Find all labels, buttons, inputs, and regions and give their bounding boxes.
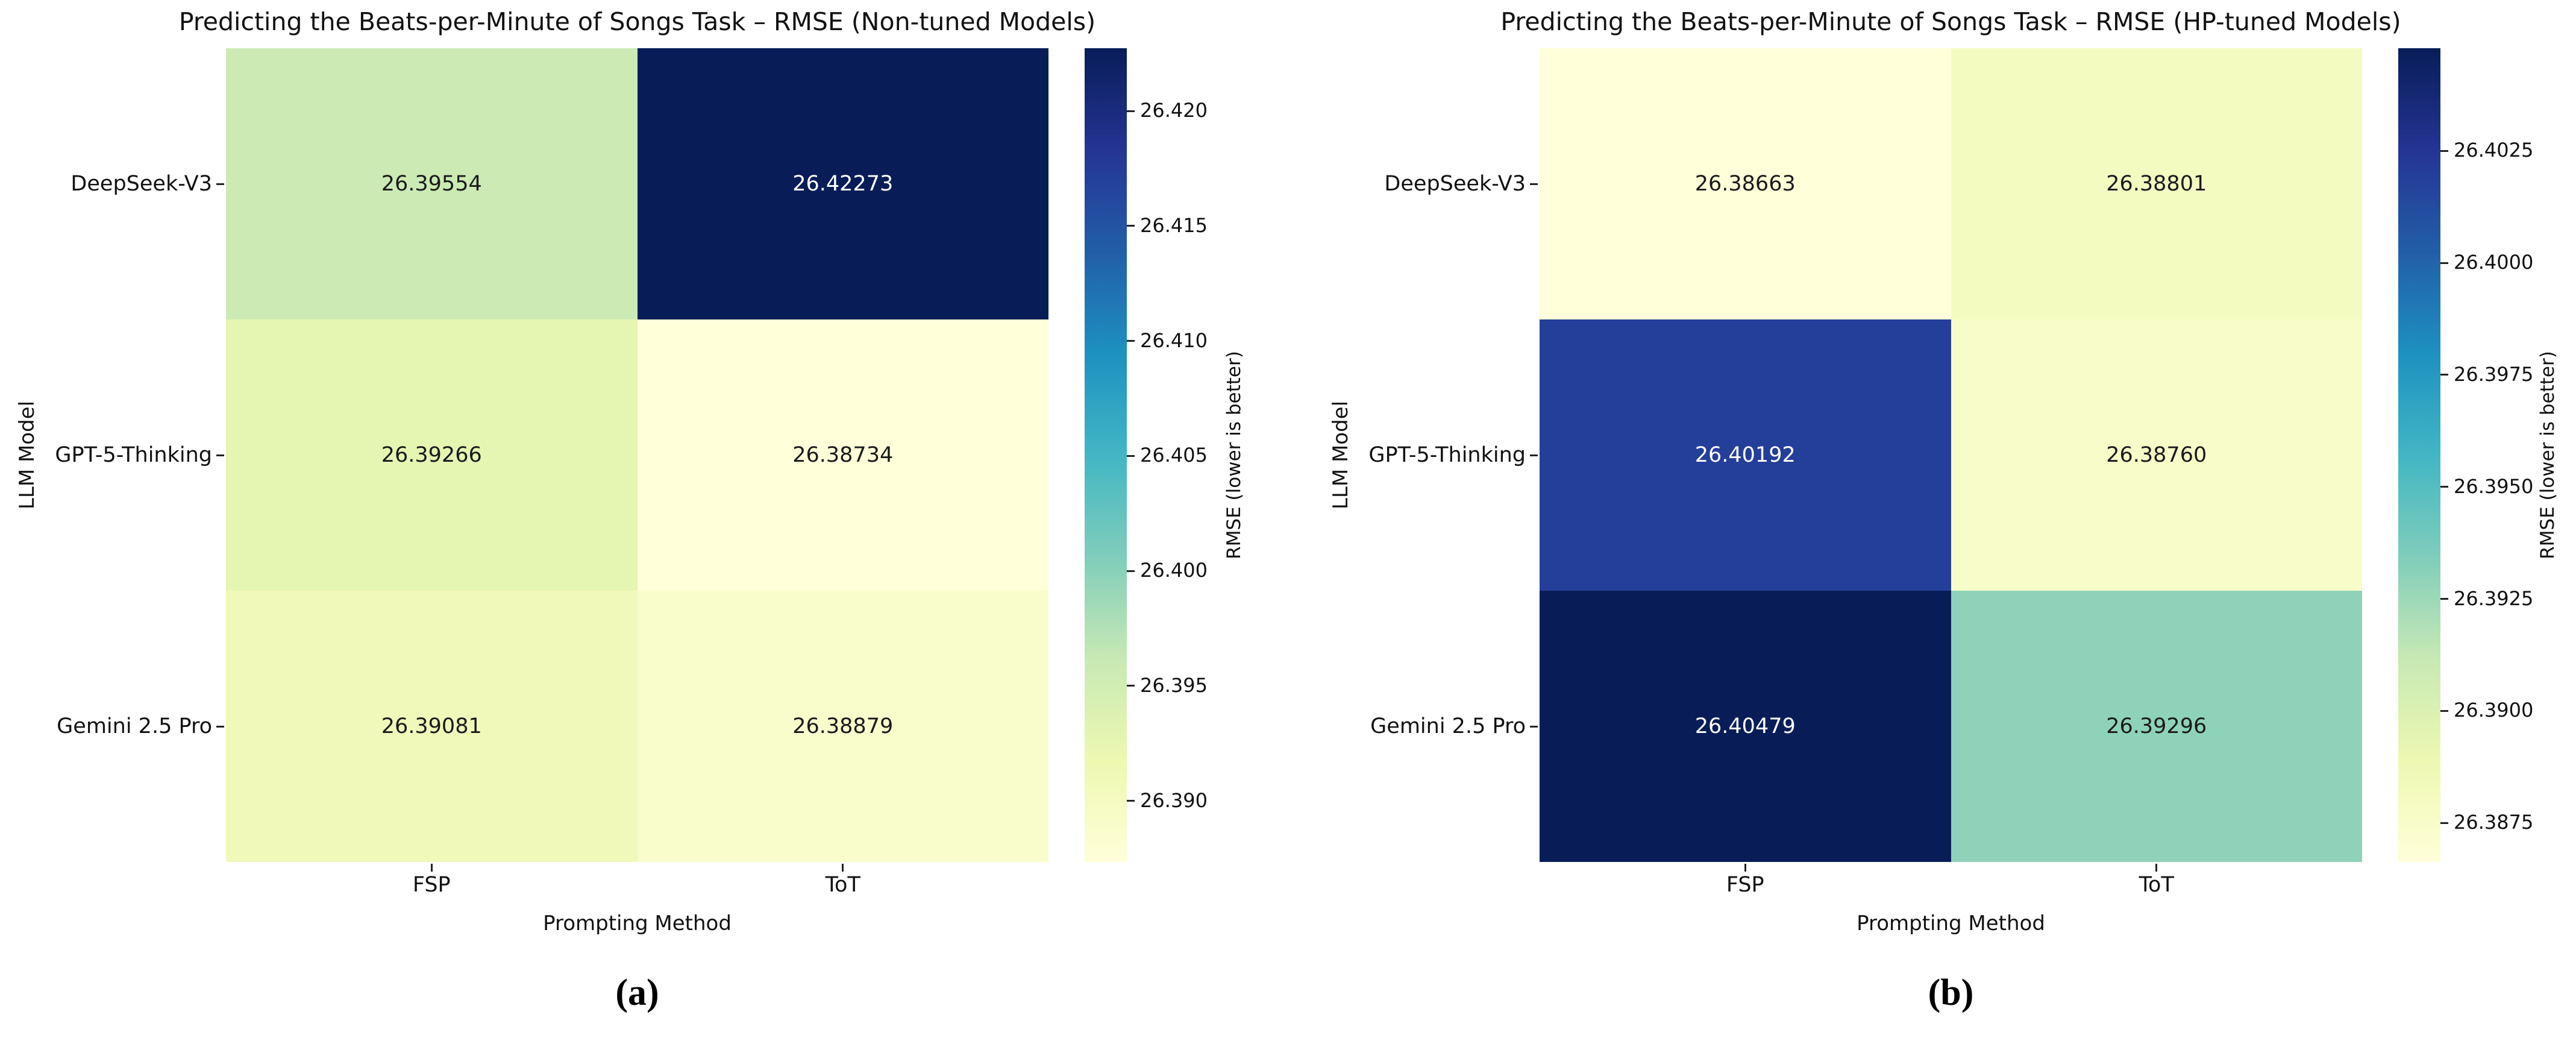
chart-title: Predicting the Beats-per-Minute of Songs…	[178, 7, 1096, 36]
x-tick-mark	[842, 864, 844, 872]
heatmap-grid: 26.38663 26.38801 26.40192 26.38760 26.40479…	[1540, 48, 2362, 862]
colorbar-tick-label: 26.4025	[2454, 139, 2534, 162]
heatmap-cell: 26.39266	[226, 319, 638, 591]
colorbar-tick-label: 26.405	[1140, 444, 1208, 467]
colorbar-tick-mark	[2440, 822, 2448, 824]
heatmap-grid: 26.39554 26.42273 26.39266 26.38734 26.39081…	[226, 48, 1048, 862]
colorbar-tick-label: 26.390	[1140, 788, 1208, 812]
colorbar-tick-label: 26.420	[1140, 99, 1208, 122]
y-tick-mark	[1530, 725, 1538, 728]
cell-value: 26.40192	[1694, 443, 1796, 467]
heatmap-cell: 26.39081	[226, 591, 638, 862]
y-tick-label: GPT-5-Thinking	[55, 443, 212, 467]
colorbar-tick-mark	[2440, 149, 2448, 152]
heatmap-cell: 26.40479	[1540, 591, 1951, 862]
cell-value: 26.40479	[1694, 714, 1796, 738]
cell-value: 26.39554	[381, 172, 482, 196]
heatmap-panel-hp-tuned: Predicting the Beats-per-Minute of Songs…	[1314, 0, 2576, 1044]
colorbar-tick-label: 26.3875	[2454, 811, 2534, 834]
heatmap-cell: 26.38663	[1540, 48, 1951, 319]
heatmap-cell: 26.42273	[637, 48, 1048, 319]
y-tick-label: DeepSeek-V3	[71, 172, 212, 196]
x-tick-mark	[1744, 864, 1746, 872]
x-tick-mark	[2155, 864, 2158, 872]
y-axis-title: LLM Model	[15, 400, 39, 510]
x-axis-title: Prompting Method	[543, 911, 732, 936]
cell-value: 26.38879	[792, 714, 894, 738]
x-tick-label: FSP	[412, 873, 451, 897]
axis-layer: DeepSeek-V3 GPT-5-Thinking Gemini 2.5 Pro F…	[1314, 0, 2576, 1044]
x-tick-label: ToT	[825, 873, 860, 897]
cell-value: 26.39081	[381, 714, 482, 738]
heatmap-cell: 26.40192	[1540, 319, 1951, 591]
colorbar-title: RMSE (lower is better)	[1223, 351, 1245, 559]
colorbar-tick-label: 26.3925	[2454, 586, 2534, 610]
chart-title: Predicting the Beats-per-Minute of Songs…	[1500, 7, 2401, 36]
x-tick-label: FSP	[1726, 873, 1764, 897]
colorbar-tick-mark	[2440, 262, 2448, 264]
colorbar-tick-mark	[1127, 570, 1135, 572]
colorbar-title: RMSE (lower is better)	[2537, 351, 2559, 559]
cell-value: 26.38663	[1694, 172, 1796, 196]
y-tick-mark	[1530, 183, 1538, 185]
cell-value: 26.42273	[792, 172, 894, 196]
colorbar-tick-label: 26.410	[1140, 329, 1208, 352]
colorbar-tick-label: 26.3900	[2454, 699, 2534, 722]
colorbar-tick-label: 26.415	[1140, 213, 1208, 237]
cell-value: 26.39296	[2106, 714, 2207, 738]
colorbar-tick-mark	[2440, 598, 2448, 600]
y-tick-mark	[216, 725, 224, 728]
cell-value: 26.39266	[381, 443, 482, 467]
colorbar-tick-mark	[1127, 110, 1135, 112]
colorbar-tick-mark	[1127, 225, 1135, 227]
colorbar-tick-label: 26.4000	[2454, 251, 2534, 274]
y-axis-title: LLM Model	[1329, 400, 1353, 510]
y-tick-label: Gemini 2.5 Pro	[1370, 714, 1526, 738]
x-tick-label: ToT	[2139, 873, 2174, 897]
colorbar-tick-mark	[1127, 800, 1135, 802]
figure-caption-a: (a)	[615, 972, 659, 1013]
colorbar-gradient	[1085, 48, 1127, 862]
colorbar-tick-mark	[2440, 486, 2448, 488]
colorbar-tick-label: 26.3975	[2454, 362, 2534, 386]
y-tick-mark	[1530, 454, 1538, 456]
colorbar-tick-mark	[2440, 709, 2448, 712]
colorbar-tick-mark	[1127, 685, 1135, 687]
cell-value: 26.38801	[2106, 172, 2207, 196]
heatmap-panel-non-tuned: Predicting the Beats-per-Minute of Songs…	[0, 0, 1262, 1044]
figure-caption-b: (b)	[1928, 972, 1974, 1013]
colorbar-tick-mark	[1127, 454, 1135, 457]
axis-layer: DeepSeek-V3 GPT-5-Thinking Gemini 2.5 Pro F…	[0, 0, 1262, 1044]
cell-value: 26.38760	[2106, 443, 2207, 467]
y-tick-mark	[216, 454, 224, 456]
y-tick-label: Gemini 2.5 Pro	[57, 714, 212, 738]
heatmap-cell: 26.38760	[1951, 319, 2362, 591]
x-axis-title: Prompting Method	[1857, 911, 2045, 936]
heatmap-cell: 26.38734	[637, 319, 1048, 591]
y-tick-label: GPT-5-Thinking	[1368, 443, 1526, 467]
heatmap-cell: 26.39296	[1951, 591, 2362, 862]
colorbar-tick-label: 26.400	[1140, 559, 1208, 582]
y-tick-mark	[216, 183, 224, 185]
colorbar-tick-mark	[1127, 340, 1135, 342]
x-tick-mark	[430, 864, 433, 872]
heatmap-cell: 26.38801	[1951, 48, 2362, 319]
colorbar-tick-label: 26.3950	[2454, 474, 2534, 498]
colorbar-tick-label: 26.395	[1140, 673, 1208, 697]
cell-value: 26.38734	[792, 443, 894, 467]
heatmap-cell: 26.38879	[637, 591, 1048, 862]
colorbar-tick-mark	[2440, 374, 2448, 376]
heatmap-cell: 26.39554	[226, 48, 638, 319]
colorbar-gradient	[2398, 48, 2440, 862]
y-tick-label: DeepSeek-V3	[1384, 172, 1526, 196]
